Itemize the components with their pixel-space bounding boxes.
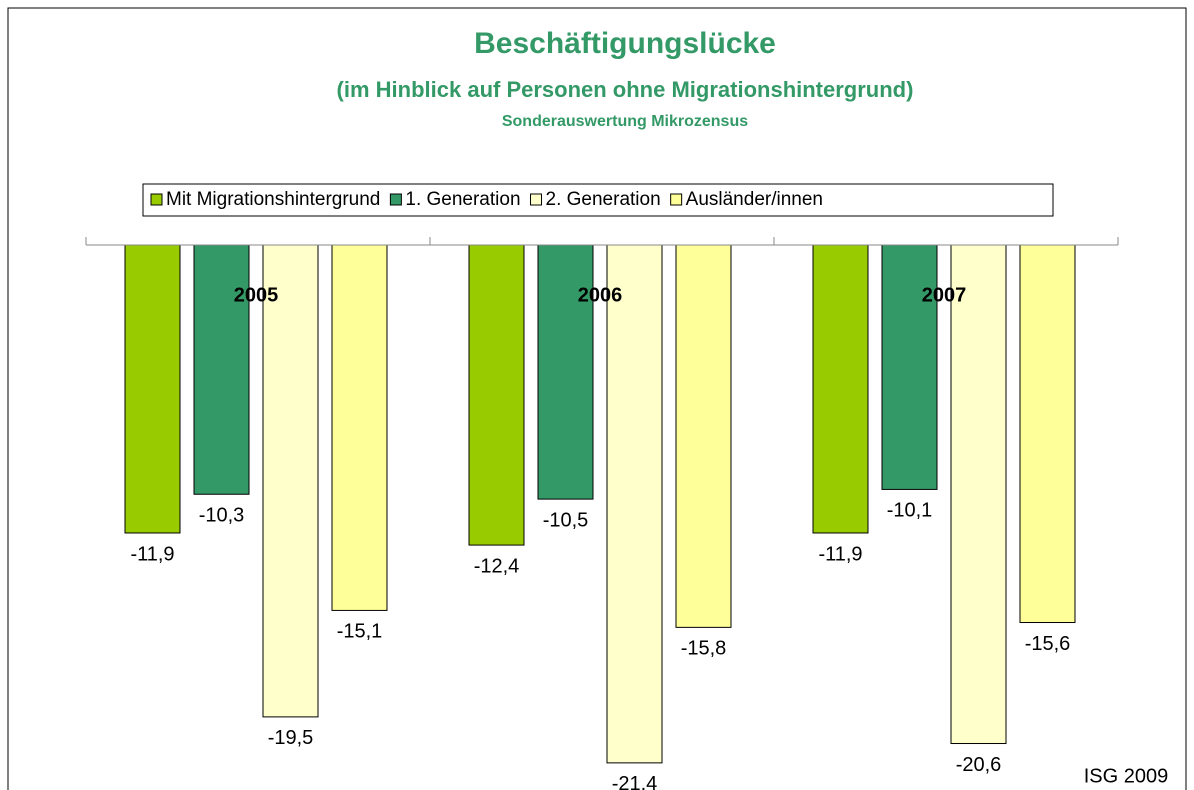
legend-label: Ausländer/innen <box>686 189 823 210</box>
chart-title: Beschäftigungslücke <box>474 27 776 60</box>
data-label: -12,4 <box>474 555 520 577</box>
data-label: -19,5 <box>268 727 314 749</box>
data-label: -10,5 <box>543 509 589 531</box>
bar <box>124 244 181 534</box>
legend-box <box>142 183 1054 217</box>
legend-label: Mit Migrationshintergrund <box>166 189 380 210</box>
data-label: -15,8 <box>681 638 727 660</box>
legend-swatch <box>670 193 683 206</box>
bar <box>262 244 319 718</box>
chart-subtitle: (im Hinblick auf Personen ohne Migration… <box>337 77 914 102</box>
category-label: 2007 <box>922 284 967 306</box>
bar <box>606 244 663 764</box>
bar <box>1019 244 1076 624</box>
legend-swatch <box>389 193 402 206</box>
data-label: -11,9 <box>818 543 862 565</box>
bar <box>468 244 525 546</box>
data-label: -20,6 <box>956 754 1002 776</box>
data-label: -15,1 <box>337 621 383 643</box>
bar <box>812 244 869 534</box>
legend-swatch <box>530 193 543 206</box>
source-note: ISG 2009 <box>1084 765 1169 787</box>
category-label: 2006 <box>578 284 623 306</box>
chart-subtitle: Sonderauswertung Mikrozensus <box>502 113 748 130</box>
bar <box>881 244 938 490</box>
data-label: -10,3 <box>199 505 245 527</box>
data-label: -10,1 <box>887 500 933 522</box>
bar <box>950 244 1007 745</box>
legend-swatch <box>150 193 163 206</box>
bar <box>537 244 594 500</box>
data-label: -11,9 <box>130 543 174 565</box>
data-label: -15,6 <box>1025 633 1071 655</box>
bar <box>331 244 388 611</box>
bar <box>675 244 732 628</box>
legend-label: 2. Generation <box>546 189 661 210</box>
legend-label: 1. Generation <box>405 189 520 210</box>
bar <box>193 244 250 495</box>
data-label: -21,4 <box>612 773 658 790</box>
category-label: 2005 <box>234 284 279 306</box>
